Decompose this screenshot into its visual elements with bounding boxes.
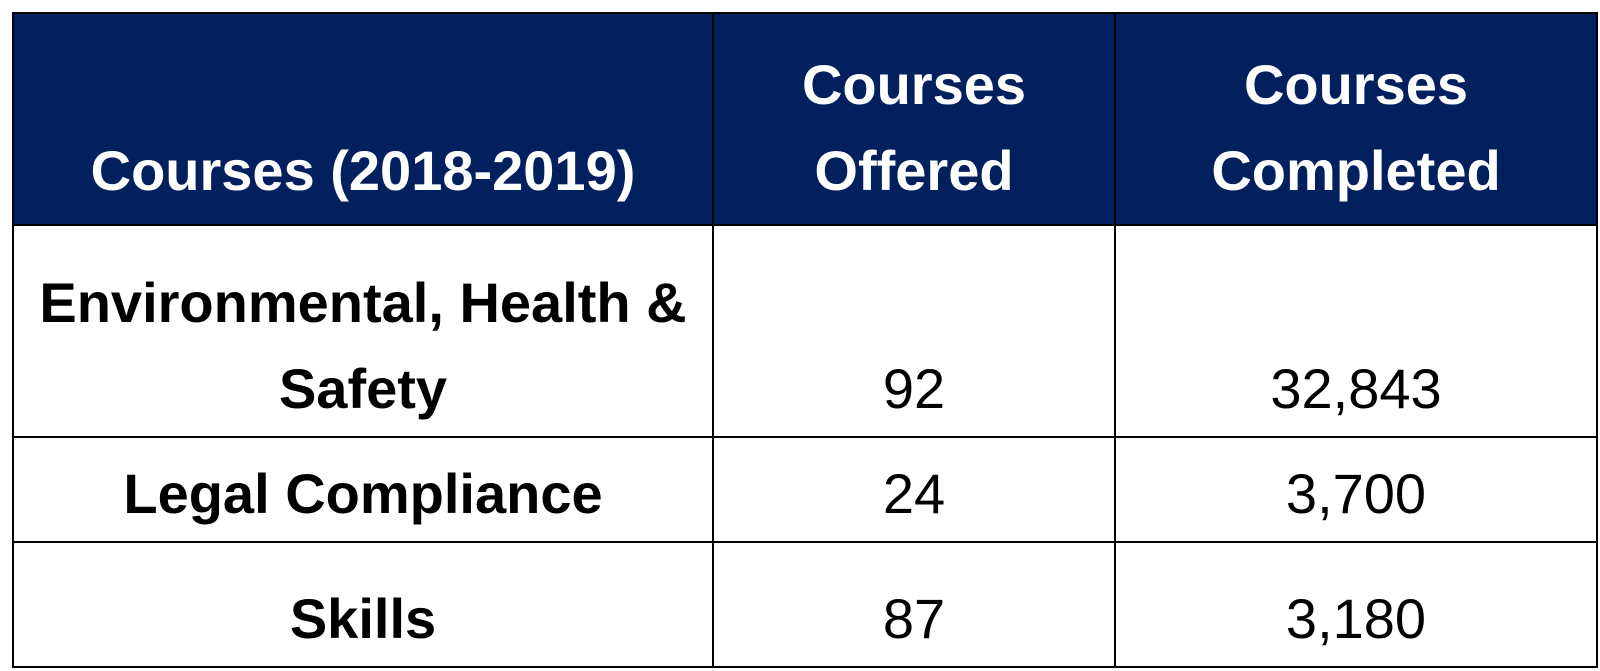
courses-completed-value: 3,700 [1114, 436, 1598, 543]
header-courses-year: Courses (2018-2019) [12, 12, 714, 226]
header-courses-offered: Courses Offered [712, 12, 1116, 226]
table-body: Environmental, Health & Safety 92 32,843… [12, 224, 1598, 668]
row-label: Legal Compliance [12, 436, 714, 543]
courses-completed-value: 3,180 [1114, 541, 1598, 668]
courses-offered-value: 24 [712, 436, 1116, 543]
courses-offered-value: 87 [712, 541, 1116, 668]
table-header: Courses (2018-2019) Courses Offered Cour… [12, 12, 1598, 226]
courses-offered-value: 92 [712, 224, 1116, 438]
header-row: Courses (2018-2019) Courses Offered Cour… [12, 12, 1598, 226]
table-row: Skills 87 3,180 [12, 541, 1598, 668]
row-label: Skills [12, 541, 714, 668]
table-row: Legal Compliance 24 3,700 [12, 436, 1598, 543]
header-courses-completed: Courses Completed [1114, 12, 1598, 226]
courses-completed-value: 32,843 [1114, 224, 1598, 438]
table-row: Environmental, Health & Safety 92 32,843 [12, 224, 1598, 438]
courses-table: Courses (2018-2019) Courses Offered Cour… [12, 12, 1598, 668]
row-label: Environmental, Health & Safety [12, 224, 714, 438]
